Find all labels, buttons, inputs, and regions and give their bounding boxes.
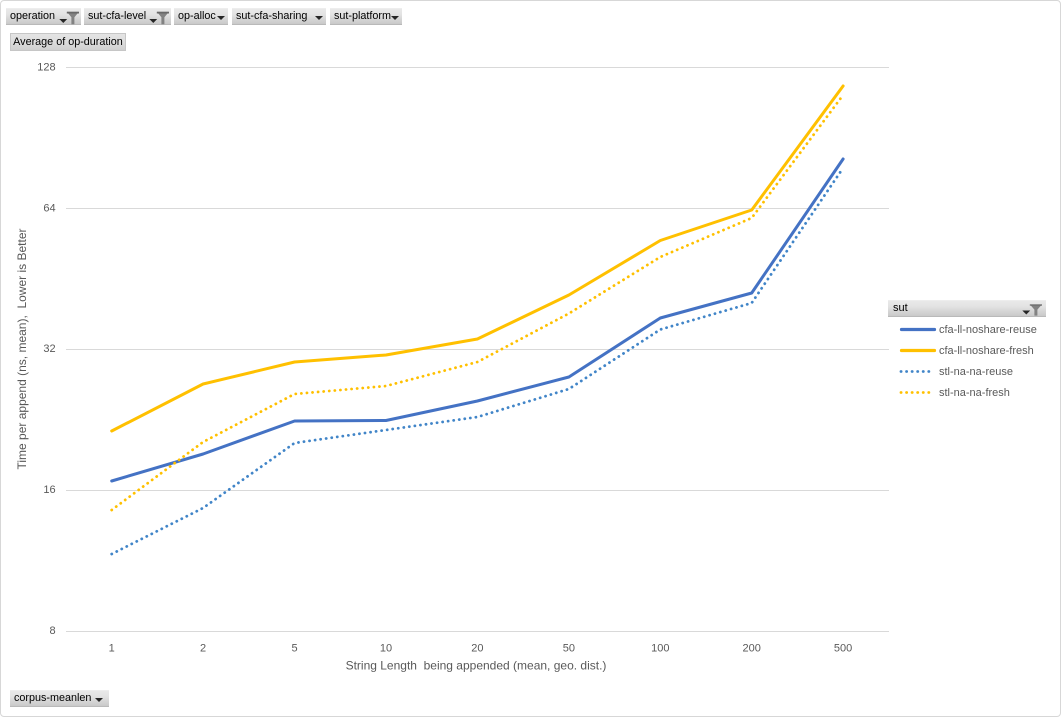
svg-text:50: 50 (563, 642, 575, 654)
svg-text:64: 64 (43, 202, 55, 214)
svg-text:1: 1 (109, 642, 115, 654)
svg-text:Time per append (ns, mean), L: Time per append (ns, mean), Lower is Bet… (15, 229, 29, 470)
svg-text:128: 128 (37, 61, 55, 73)
svg-text:String Length being appended: String Length being appended (mean, geo.… (346, 659, 607, 673)
svg-text:2: 2 (200, 642, 206, 654)
svg-text:20: 20 (471, 642, 483, 654)
svg-text:200: 200 (743, 642, 761, 654)
svg-text:16: 16 (43, 484, 55, 496)
svg-text:5: 5 (292, 642, 298, 654)
svg-text:100: 100 (651, 642, 669, 654)
svg-text:500: 500 (834, 642, 852, 654)
svg-text:10: 10 (380, 642, 392, 654)
svg-text:32: 32 (43, 343, 55, 355)
svg-text:8: 8 (49, 625, 55, 637)
